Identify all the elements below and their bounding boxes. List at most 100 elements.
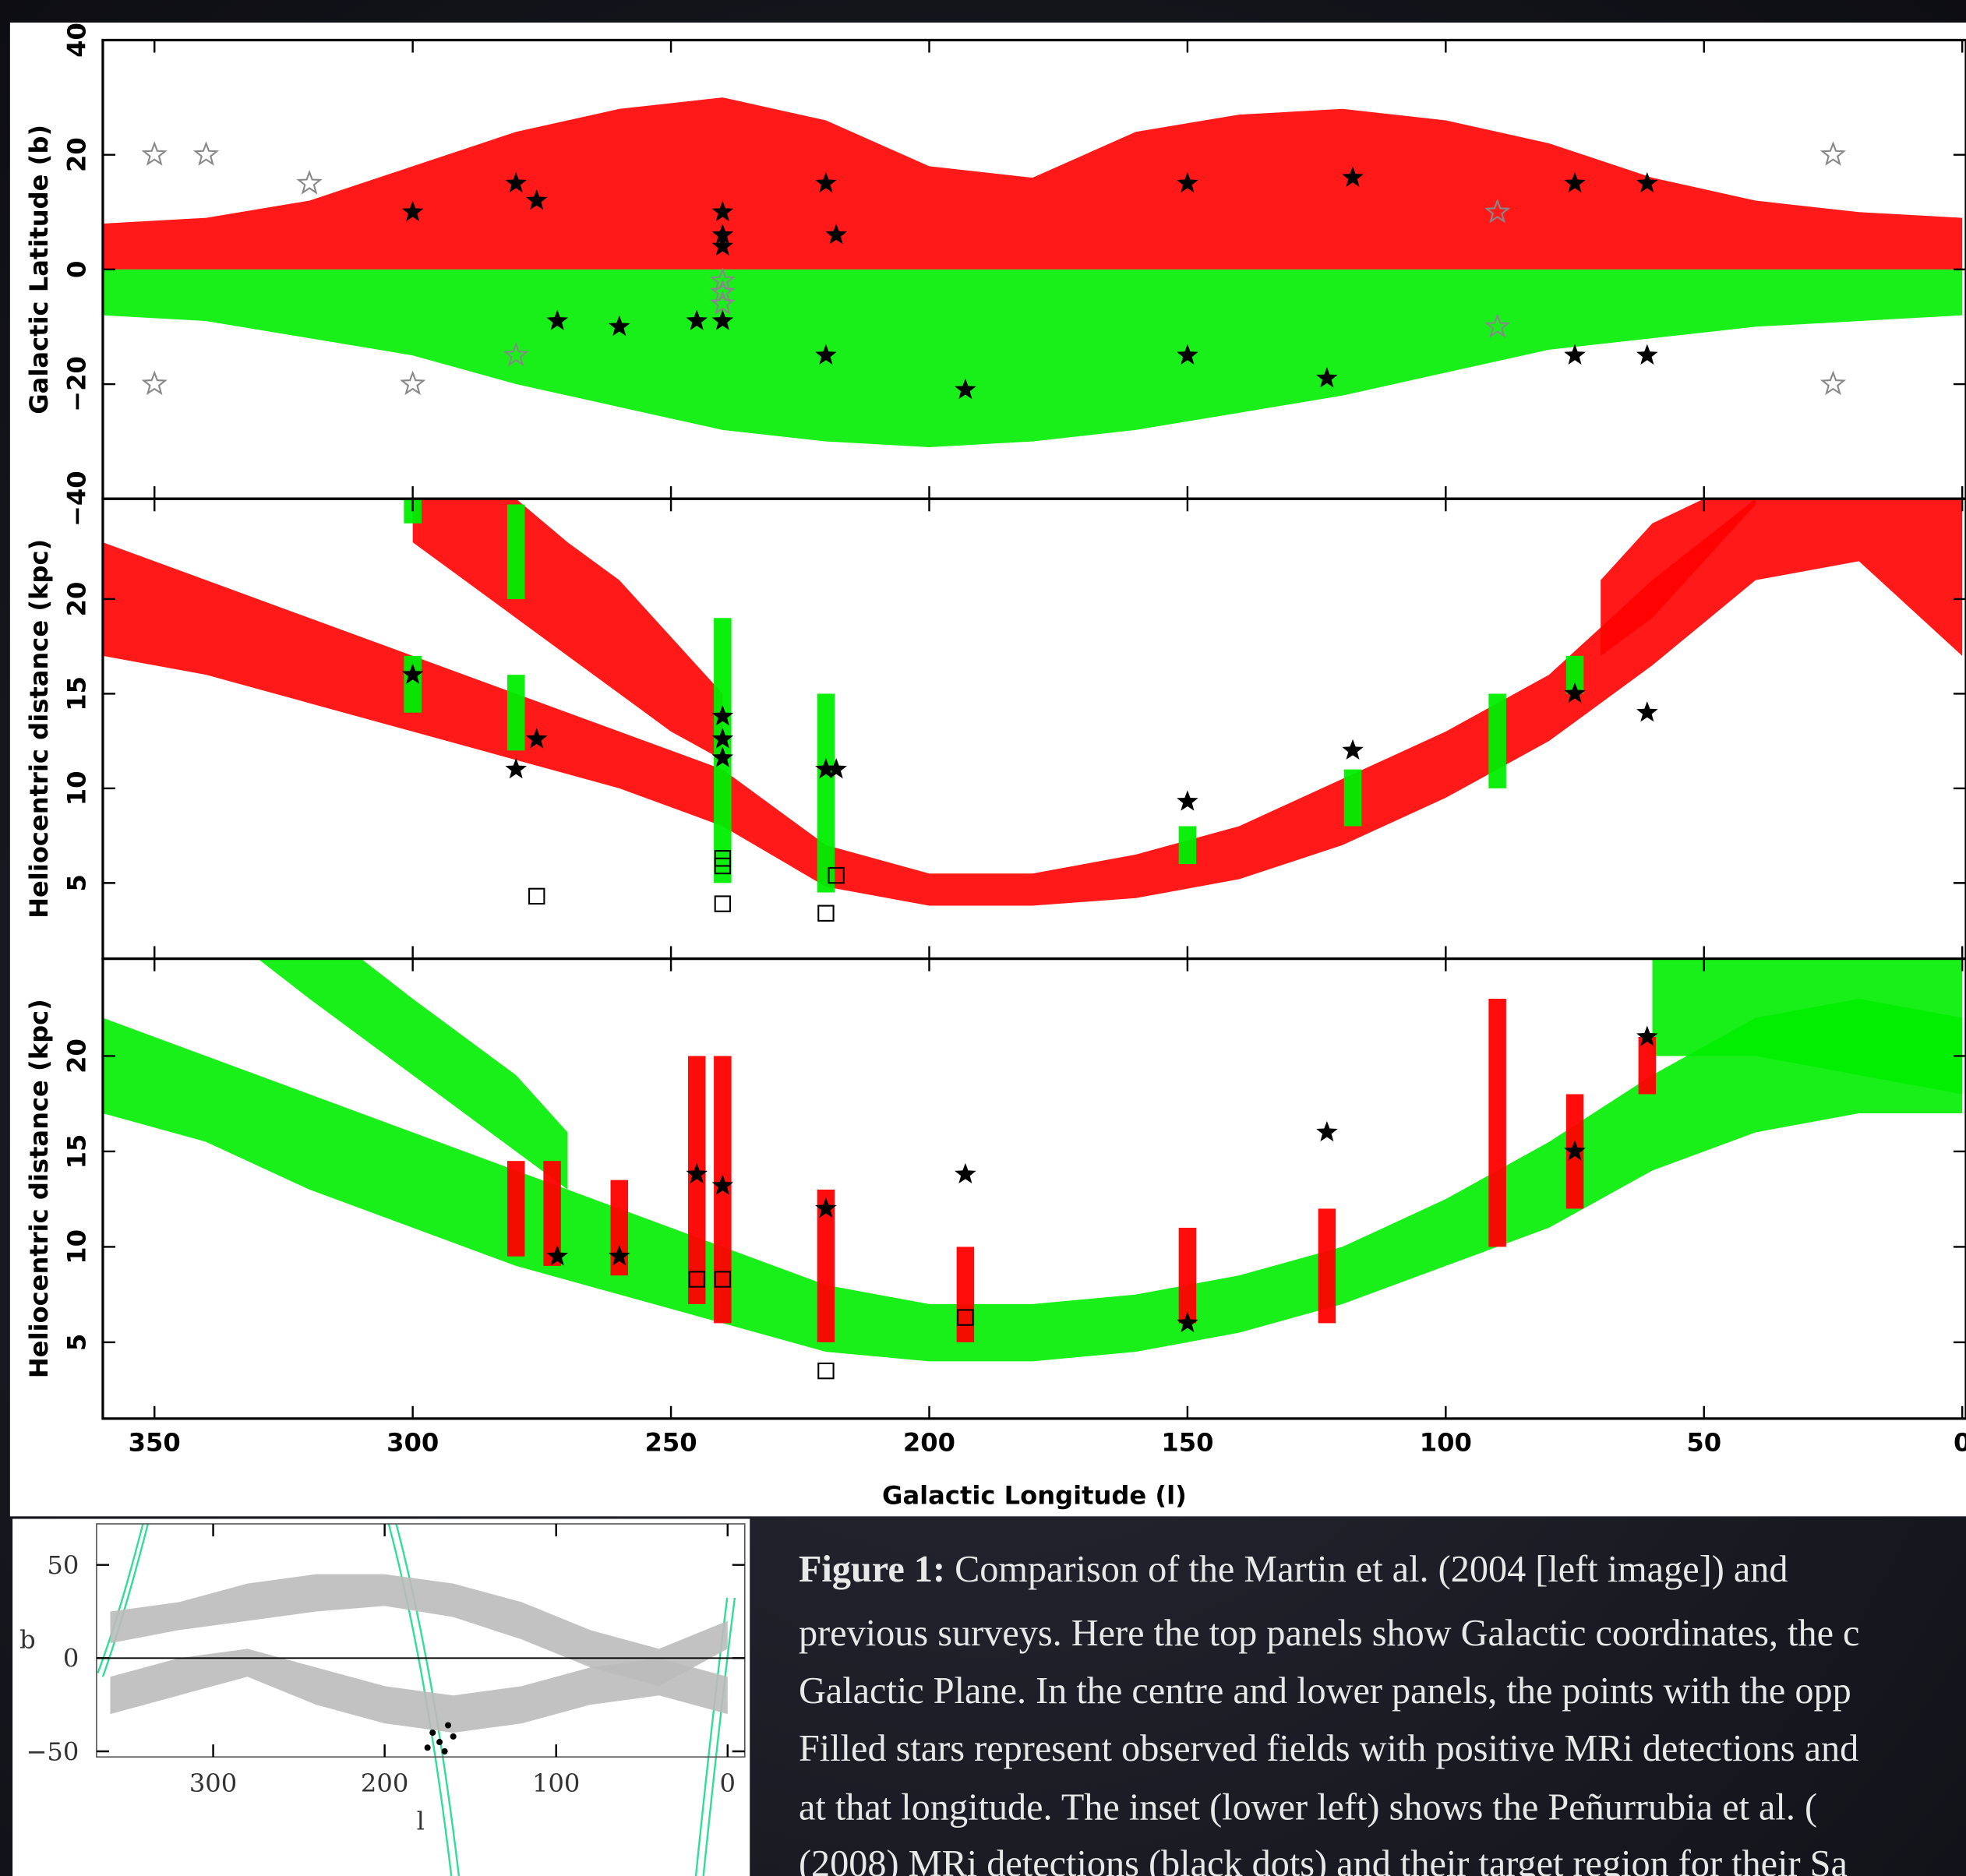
- filled-star: [711, 200, 734, 221]
- point-cloud-band: [412, 499, 723, 760]
- filled-star: [1636, 701, 1658, 722]
- y-axis-label: Heliocentric distance (kpc): [24, 999, 54, 1378]
- filled-star: [711, 746, 734, 767]
- open-square: [714, 857, 732, 875]
- filled-star: [686, 1162, 708, 1184]
- caption-line: Filled stars represent observed fields w…: [799, 1728, 1858, 1769]
- open-square: [688, 1271, 705, 1288]
- plot-area: [102, 97, 1963, 447]
- y-tick-label: 15: [62, 676, 91, 711]
- detection-strip: [1178, 1227, 1197, 1324]
- open-square: [528, 887, 545, 905]
- target-arc: [702, 1597, 736, 1876]
- open-star: [141, 141, 168, 166]
- detection-strip: [404, 655, 422, 713]
- filled-star: [546, 1245, 569, 1266]
- filled-star: [1564, 1140, 1586, 1161]
- caption-line: Galactic Plane. In the centre and lower …: [799, 1670, 1851, 1712]
- y-tick-label: 5: [62, 1334, 91, 1351]
- filled-star: [711, 309, 734, 330]
- detection-strip: [507, 675, 525, 751]
- axes-frame: [96, 1523, 746, 1758]
- filled-star: [815, 758, 837, 779]
- target-arc: [395, 1523, 461, 1876]
- detection-strip: [1488, 998, 1506, 1247]
- filled-star: [825, 758, 847, 779]
- detection-strip: [507, 504, 525, 599]
- filled-star: [1342, 739, 1364, 760]
- detection-strip: [1318, 1208, 1336, 1324]
- detection-point: [424, 1744, 431, 1751]
- detection-point: [441, 1747, 448, 1755]
- filled-star: [711, 728, 734, 749]
- open-star: [503, 341, 529, 367]
- filled-star: [815, 171, 837, 193]
- filled-star: [525, 728, 548, 749]
- open-square: [714, 1271, 732, 1288]
- open-star: [1820, 141, 1847, 166]
- filled-star: [1636, 1025, 1658, 1046]
- filled-star: [1636, 344, 1658, 365]
- filled-star: [815, 1197, 837, 1218]
- x-tick-label: 300: [386, 1428, 439, 1458]
- caption-text: Comparison of the Martin et al. (2004 [l…: [945, 1549, 1788, 1590]
- y-tick-label: 40: [62, 23, 91, 58]
- y-tick-label: 15: [62, 1134, 91, 1169]
- axes-frame: [101, 957, 1966, 1420]
- y-tick-label: 0: [62, 261, 91, 278]
- filled-star: [401, 663, 424, 684]
- detection-point: [436, 1739, 443, 1746]
- x-tick-label: 200: [903, 1428, 955, 1458]
- detection-strip: [1178, 826, 1197, 865]
- open-star: [1820, 370, 1847, 396]
- open-star: [400, 370, 426, 396]
- detection-point: [429, 1730, 436, 1737]
- detection-strip: [817, 1189, 835, 1342]
- y-tick-label: 20: [62, 1038, 91, 1074]
- detection-strip: [687, 1056, 706, 1304]
- filled-star: [1177, 790, 1198, 811]
- caption-line: at that longitude. The inset (lower left…: [799, 1787, 1817, 1828]
- open-square: [714, 895, 732, 912]
- caption-label: Figure 1:: [799, 1549, 945, 1590]
- detection-point: [445, 1722, 452, 1729]
- point-cloud-band: [102, 998, 1963, 1362]
- y-tick-label: −20: [62, 356, 91, 412]
- filled-star: [711, 224, 734, 245]
- open-star: [709, 267, 736, 292]
- detection-strip: [1638, 1036, 1657, 1095]
- x-tick-label: 50: [1686, 1428, 1721, 1458]
- filled-star: [546, 309, 569, 330]
- filled-star: [711, 235, 734, 256]
- x-tick-label: 200: [361, 1768, 408, 1798]
- open-star: [141, 370, 168, 396]
- open-star: [296, 169, 323, 195]
- filled-star: [711, 1174, 734, 1195]
- y-tick-label: −40: [62, 471, 91, 527]
- point-cloud-band: [154, 958, 568, 1190]
- y-axis-label: Galactic Latitude (b): [24, 125, 54, 414]
- y-tick-label: 20: [62, 137, 91, 172]
- y-tick-label: 0: [63, 1644, 79, 1673]
- filled-star: [401, 200, 424, 221]
- caption-line: previous surveys. Here the top panels sh…: [799, 1613, 1860, 1654]
- y-tick-label: 10: [62, 771, 91, 806]
- plot-area: [102, 958, 1963, 1380]
- x-tick-label: 0: [720, 1768, 736, 1798]
- point-cloud-band: [102, 97, 1963, 270]
- filled-star: [955, 1162, 976, 1184]
- filled-star: [1564, 171, 1586, 193]
- y-tick-label: 5: [62, 874, 91, 891]
- open-square: [957, 1309, 974, 1326]
- filled-star: [955, 378, 976, 400]
- filled-star: [1316, 1120, 1338, 1142]
- filled-star: [525, 189, 548, 210]
- y-axis-label: b: [19, 1624, 36, 1654]
- filled-star: [1564, 682, 1586, 704]
- open-star: [709, 290, 736, 316]
- point-cloud-band: [1601, 499, 1756, 656]
- x-tick-label: 100: [1420, 1428, 1472, 1458]
- y-tick-label: 50: [47, 1550, 79, 1580]
- detection-point: [450, 1733, 457, 1740]
